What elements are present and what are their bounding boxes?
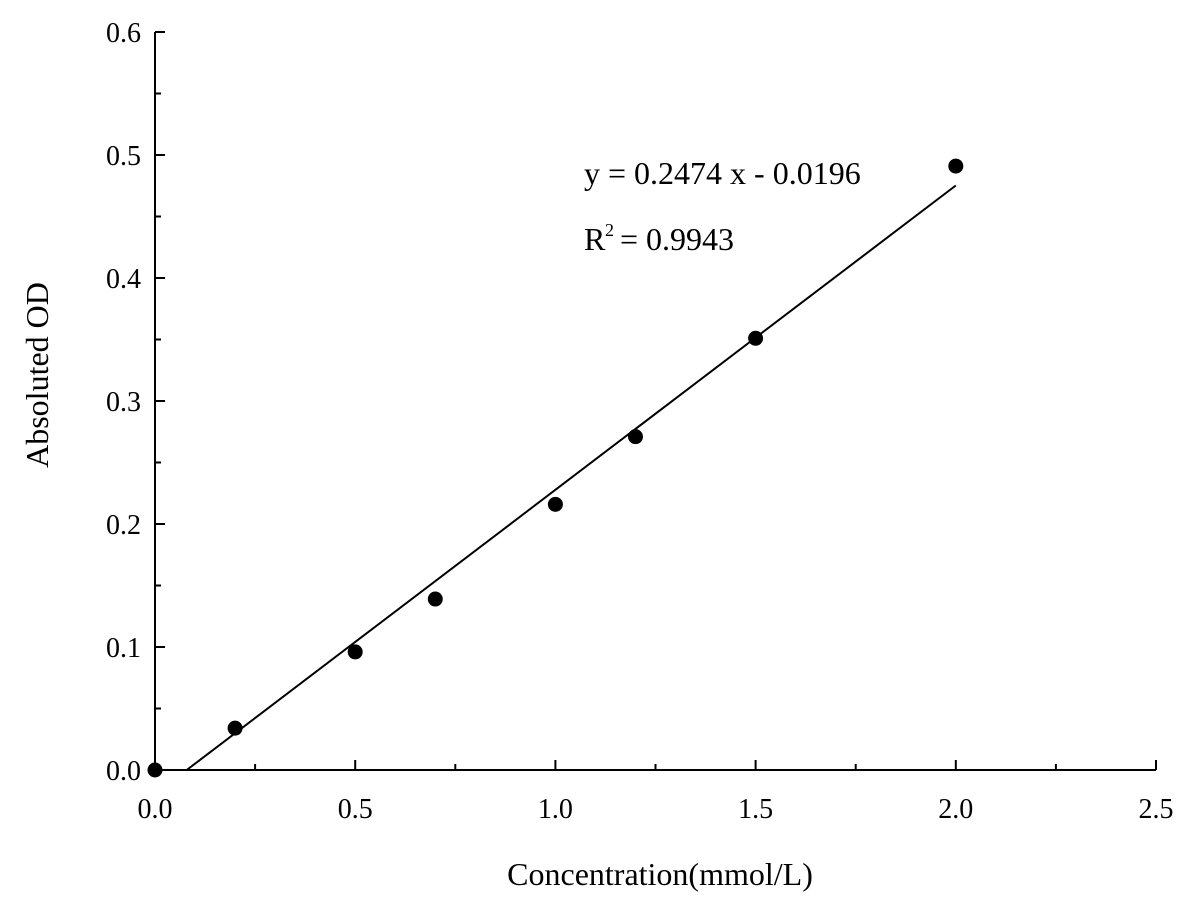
r-squared-annotation: R 2 = 0.9943 bbox=[584, 220, 734, 257]
y-tick-label: 0.2 bbox=[106, 510, 141, 541]
x-tick-label: 1.5 bbox=[738, 794, 773, 825]
data-point bbox=[627, 429, 643, 445]
y-axis-title: Absoluted OD bbox=[19, 282, 55, 468]
data-point bbox=[948, 158, 964, 174]
data-points bbox=[147, 158, 964, 778]
x-axis: 0.0 0.5 1.0 1.5 2.0 2.5 bbox=[138, 760, 1174, 825]
data-point bbox=[748, 330, 764, 346]
r-squared-exponent: 2 bbox=[605, 220, 614, 240]
x-tick-label: 2.5 bbox=[1139, 794, 1174, 825]
fit-equation: y = 0.2474 x - 0.0196 bbox=[584, 155, 861, 191]
x-axis-title: Concentration(mmol/L) bbox=[507, 856, 813, 892]
x-tick-label: 2.0 bbox=[938, 794, 973, 825]
y-tick-label: 0.6 bbox=[106, 18, 141, 49]
y-tick-label: 0.0 bbox=[106, 756, 141, 787]
y-tick-label: 0.5 bbox=[106, 141, 141, 172]
data-point bbox=[347, 644, 363, 660]
x-tick-label: 0.0 bbox=[138, 794, 173, 825]
x-tick-label: 1.0 bbox=[538, 794, 573, 825]
data-point bbox=[427, 591, 443, 607]
fit-line-group bbox=[186, 184, 957, 771]
y-tick-label: 0.4 bbox=[106, 264, 141, 295]
y-tick-label: 0.1 bbox=[106, 633, 141, 664]
x-tick-label: 0.5 bbox=[338, 794, 373, 825]
y-tick-label: 0.3 bbox=[106, 387, 141, 418]
data-point bbox=[547, 496, 563, 512]
data-point bbox=[227, 720, 243, 736]
y-axis: 0.0 0.1 0.2 0.3 0.4 0.5 0.6 bbox=[106, 18, 165, 787]
r-squared-value: = 0.9943 bbox=[612, 221, 734, 257]
r-squared-label: R bbox=[584, 221, 606, 257]
data-point bbox=[147, 762, 163, 778]
x-ticks: 0.0 0.5 1.0 1.5 2.0 2.5 bbox=[138, 760, 1174, 825]
fit-line bbox=[186, 184, 957, 771]
y-ticks: 0.0 0.1 0.2 0.3 0.4 0.5 0.6 bbox=[106, 18, 165, 787]
